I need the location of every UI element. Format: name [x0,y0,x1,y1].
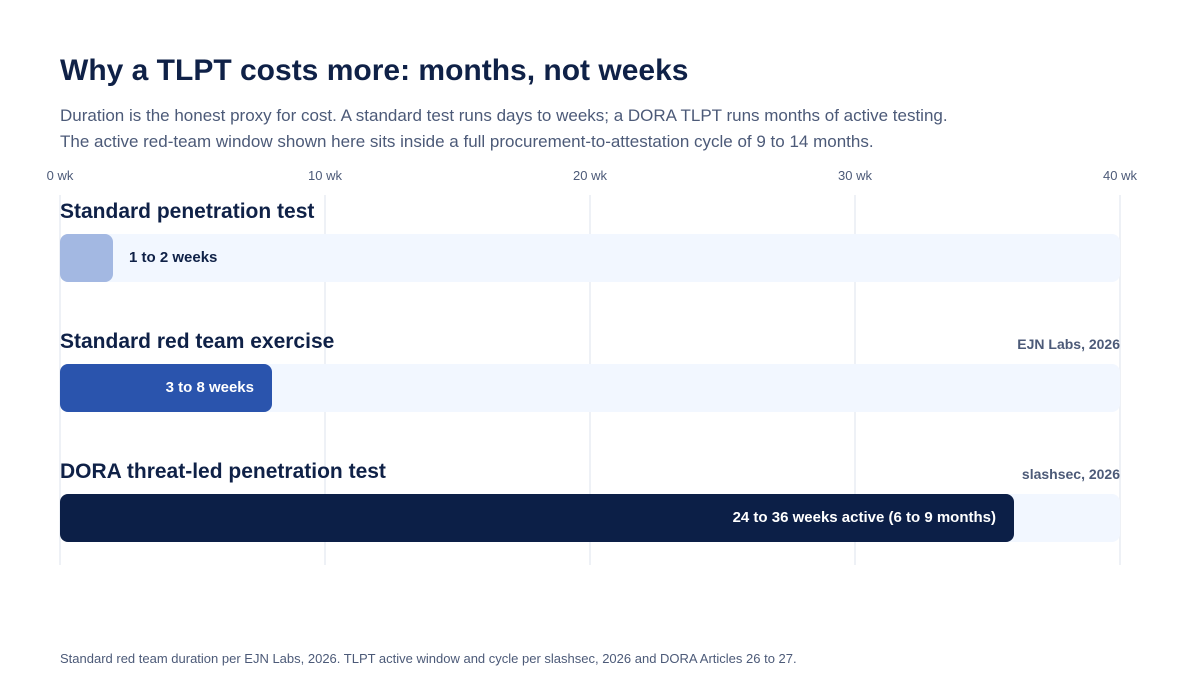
bar-track [60,234,1120,282]
category-label: Standard red team exercise [60,330,335,353]
bar-row: Standard red team exercise EJN Labs, 2026… [60,330,1120,440]
bar-track [60,364,1120,412]
x-tick-label: 10 wk [308,168,342,183]
chart-title: Why a TLPT costs more: months, not weeks [60,54,689,87]
gridline [1119,195,1121,565]
gridline [59,195,61,565]
bar-value-label: 3 to 8 weeks [165,379,254,396]
bar [60,494,1014,542]
x-tick-label: 0 wk [46,168,74,183]
footnote: Standard red team duration per EJN Labs,… [60,651,797,666]
bar [60,234,113,282]
gridline [324,195,326,565]
bar-value-label: 24 to 36 weeks active (6 to 9 months) [732,509,996,526]
category-label: Standard penetration test [60,200,315,223]
x-tick-label: 40 wk [1103,168,1137,183]
bar-track [60,494,1120,542]
x-tick-label: 20 wk [573,168,607,183]
chart-subtitle: Duration is the honest proxy for cost. A… [60,103,1140,155]
source-label: EJN Labs, 2026 [1017,336,1120,352]
x-tick-label: 30 wk [838,168,872,183]
subtitle-line-1: Duration is the honest proxy for cost. A… [60,106,948,125]
subtitle-line-2: The active red-team window shown here si… [60,132,874,151]
bar [60,364,272,412]
bar-value-label: 1 to 2 weeks [129,249,218,266]
source-label: slashsec, 2026 [1021,466,1120,482]
bar-row: DORA threat-led penetration test slashsec… [60,460,1120,570]
category-label: DORA threat-led penetration test [60,460,386,483]
gridline [854,195,856,565]
bar-row: Standard penetration test 1 to 2 weeks [60,200,1120,310]
gridline [589,195,591,565]
